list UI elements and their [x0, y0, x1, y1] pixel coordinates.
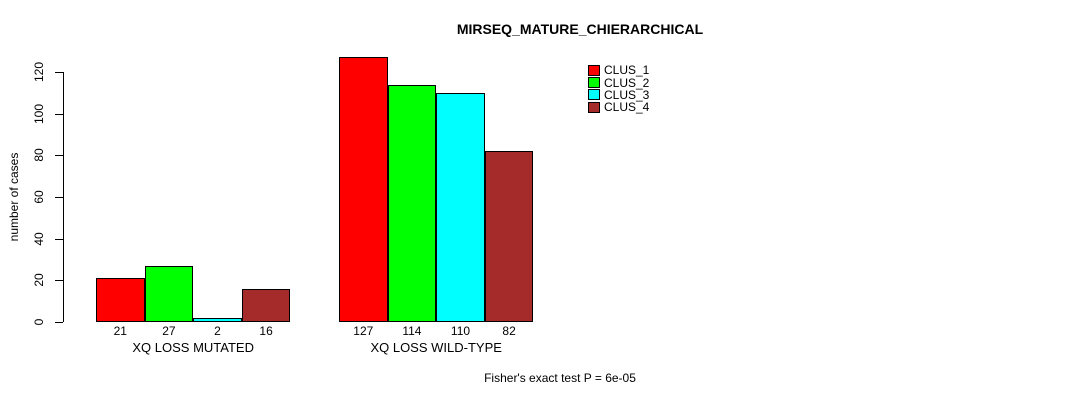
bar-value-label: 114 — [402, 324, 422, 338]
y-tick-label: 60 — [32, 190, 46, 204]
bar — [436, 92, 485, 322]
y-tick-label: 120 — [32, 61, 46, 83]
bar — [193, 317, 242, 322]
legend-item: CLUS_3 — [588, 89, 649, 101]
category-label: XQ LOSS MUTATED — [132, 340, 254, 355]
legend-label: CLUS_2 — [604, 75, 650, 90]
y-axis-line — [63, 72, 64, 322]
y-tick — [55, 238, 63, 240]
bar — [339, 57, 388, 322]
y-tick — [55, 197, 63, 198]
legend-label: CLUS_3 — [604, 87, 650, 102]
y-tick-label: 40 — [32, 231, 46, 246]
bar — [96, 278, 145, 322]
y-tick — [55, 155, 63, 157]
bar — [484, 151, 534, 322]
legend-item: CLUS_2 — [588, 75, 650, 90]
y-tick — [55, 113, 63, 115]
fisher-test-note: Fisher's exact test P = 6e-05 — [484, 371, 636, 385]
y-tick — [55, 322, 63, 323]
bar-value-label: 82 — [502, 324, 516, 338]
y-tick-label: 0 — [32, 318, 46, 326]
legend-swatch — [588, 64, 600, 76]
legend-swatch — [588, 89, 600, 101]
y-tick-label: 100 — [32, 103, 46, 124]
bar — [144, 265, 194, 322]
bar — [241, 288, 291, 322]
y-tick — [55, 72, 63, 73]
legend-swatch — [588, 77, 600, 89]
bar — [387, 84, 437, 322]
y-tick-label: 80 — [32, 148, 46, 163]
y-tick — [55, 280, 63, 282]
legend-label: CLUS_4 — [604, 100, 650, 115]
y-tick-label: 20 — [32, 273, 46, 288]
y-axis-label: number of cases — [7, 152, 21, 242]
legend: CLUS_1 CLUS_2 CLUS_3 CLUS_4 — [588, 64, 649, 114]
bar-value-label: 110 — [450, 324, 471, 338]
legend-item: CLUS_4 — [588, 101, 649, 113]
bar-value-label: 27 — [162, 324, 176, 338]
bar-value-label: 16 — [259, 324, 273, 338]
bar-value-label: 21 — [113, 324, 127, 338]
bar-value-label: 127 — [353, 324, 374, 338]
bar-value-label: 2 — [214, 324, 221, 338]
legend-item: CLUS_1 — [588, 64, 649, 76]
legend-label: CLUS_1 — [604, 63, 650, 78]
legend-swatch — [588, 101, 600, 113]
category-label: XQ LOSS WILD-TYPE — [370, 340, 502, 355]
chart-title: MIRSEQ_MATURE_CHIERARCHICAL — [456, 21, 704, 37]
